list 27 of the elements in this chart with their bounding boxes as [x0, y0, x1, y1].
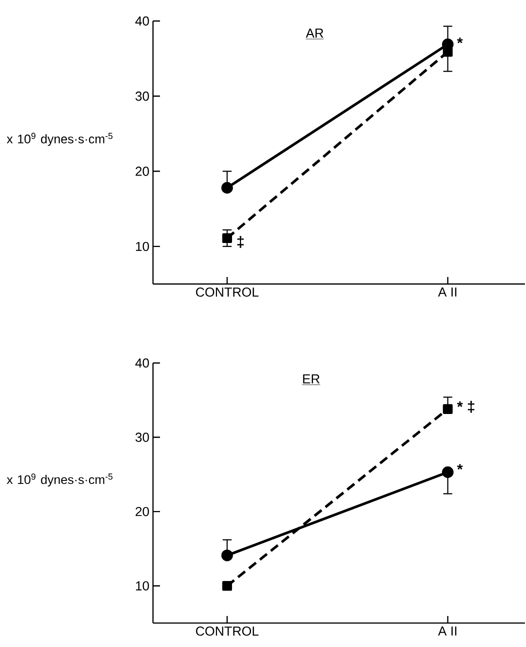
y-axis-title: x 10$^{9}$ dynes·s·cm$^{-5}$ — [6, 132, 113, 146]
annotation: * — [457, 38, 463, 44]
y-tick-label: 10 — [136, 242, 150, 252]
point — [443, 404, 453, 414]
y-tick-label: 20 — [136, 166, 150, 176]
x-tick-label: CONTROL — [196, 626, 259, 636]
y-axis-title: x 10$^{9}$ dynes·s·cm$^{-5}$ — [6, 473, 113, 487]
annotation: ‡ — [238, 236, 244, 248]
y-tick-label: 40 — [136, 358, 150, 368]
annotation: * — [457, 464, 463, 470]
annotation: * ‡ — [457, 400, 475, 413]
x-tick-label: A II — [438, 288, 457, 296]
y-tick-label: 20 — [136, 506, 150, 516]
point — [442, 466, 454, 478]
y-tick-label: 30 — [136, 432, 150, 442]
y-tick-label: 30 — [136, 92, 150, 101]
x-tick-label: CONTROL — [196, 288, 259, 297]
text: ER — [303, 374, 320, 384]
chart-title: AR — [306, 28, 324, 38]
point — [443, 46, 453, 57]
point — [222, 233, 232, 244]
x-tick-label: A II — [438, 626, 457, 636]
y-tick-label: 40 — [136, 16, 150, 26]
point — [222, 182, 234, 194]
y-tick-label: 10 — [136, 581, 150, 590]
point — [222, 580, 232, 591]
point — [222, 550, 234, 562]
